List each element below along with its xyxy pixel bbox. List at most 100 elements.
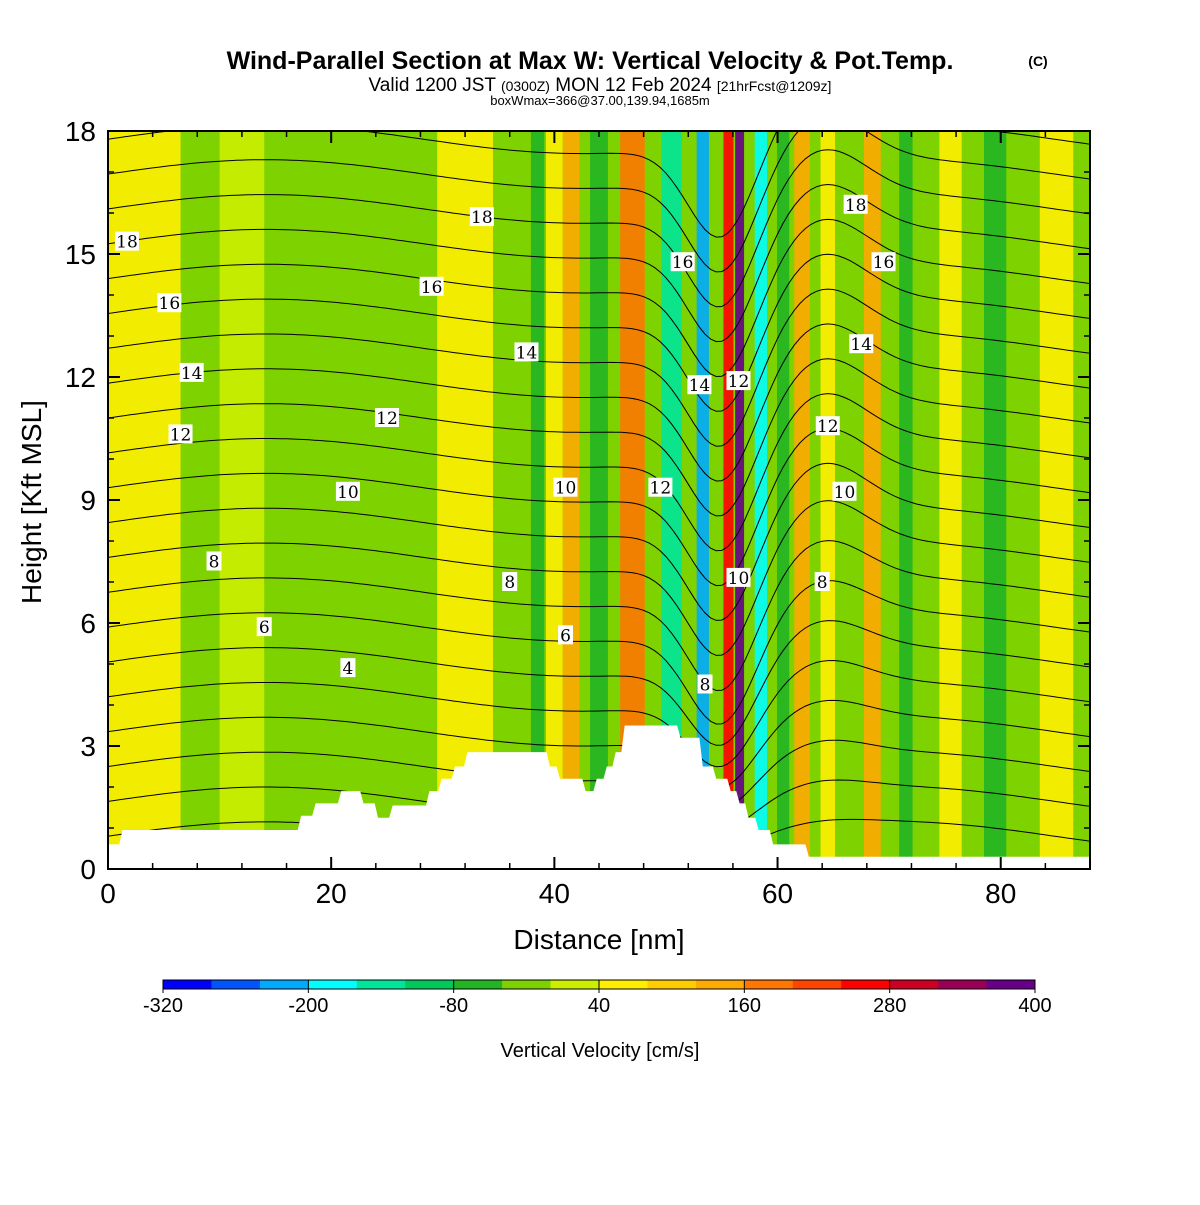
svg-text:10: 10 (337, 483, 359, 503)
svg-text:10: 10 (728, 569, 750, 589)
contour-label: 16 (157, 293, 182, 314)
x-tick-label: 60 (762, 878, 793, 909)
svg-text:12: 12 (170, 425, 192, 445)
y-tick-label: 12 (65, 362, 96, 393)
svg-text:18: 18 (471, 208, 493, 228)
svg-text:12: 12 (728, 372, 750, 392)
y-tick-label: 0 (80, 854, 96, 885)
contour-label: 10 (335, 481, 360, 503)
isentrope-line (108, 393, 1090, 552)
colorbar-swatch (986, 980, 1036, 989)
colorbar-swatch (308, 980, 358, 989)
velocity-band (437, 131, 493, 869)
svg-text:14: 14 (181, 364, 203, 384)
x-tick-label: 40 (539, 878, 570, 909)
velocity-band (108, 131, 181, 869)
velocity-band (983, 131, 1007, 869)
isentrope-line (108, 358, 1090, 517)
isentrope-line (108, 699, 1090, 789)
isentrope-line (108, 500, 1090, 656)
y-tick-label: 18 (65, 116, 96, 147)
isentrope-line (108, 183, 1090, 343)
subtitle-date: MON 12 Feb 2024 (555, 75, 712, 96)
svg-text:8: 8 (209, 553, 220, 573)
contour-label: 18 (114, 231, 139, 253)
x-axis-label: Distance [nm] (513, 924, 684, 955)
contour-label: 12 (374, 408, 399, 429)
contour-label: 6 (558, 625, 574, 646)
isentrope-line (108, 427, 1090, 587)
contour-label: 12 (168, 424, 193, 445)
colorbar: -320 -200 -80 40 160 280 400 (143, 979, 1052, 1017)
contour-label: 18 (843, 194, 868, 216)
velocity-band (562, 131, 580, 869)
colorbar-swatch (163, 980, 212, 989)
isentrope-line (108, 253, 1090, 412)
chart-subtitle: Valid 1200 JST (0300Z) MON 12 Feb 2024 [… (369, 75, 832, 96)
colorbar-swatch (647, 980, 697, 989)
svg-text:4: 4 (343, 659, 354, 679)
colorbar-tick-label: 40 (588, 995, 610, 1017)
y-tick-label: 9 (80, 485, 96, 516)
x-tick-label: 80 (985, 878, 1016, 909)
contour-label: 14 (849, 334, 874, 355)
subtitle-utc: (0300Z) (501, 78, 550, 94)
y-tick-label: 6 (80, 608, 96, 639)
svg-text:14: 14 (850, 335, 872, 355)
colorbar-tick-label: 280 (873, 995, 906, 1017)
contour-label: 18 (469, 207, 494, 228)
colorbar-swatch (211, 980, 261, 989)
velocity-band (794, 131, 810, 869)
colorbar-swatch (502, 980, 552, 989)
contour-label: 6 (256, 617, 272, 638)
colorbar-swatch (841, 980, 891, 989)
y-axis-label: Height [Kft MSL] (16, 400, 47, 604)
x-tick-label: 20 (316, 878, 347, 909)
colorbar-swatch (889, 980, 939, 989)
svg-text:8: 8 (504, 573, 515, 593)
x-tick-label: 0 (100, 878, 116, 909)
contour-label: 14 (179, 362, 204, 384)
plot-area (108, 131, 1090, 869)
svg-text:8: 8 (700, 676, 711, 696)
velocity-band (776, 131, 790, 869)
svg-text:14: 14 (689, 376, 711, 396)
contour-label: 4 (340, 658, 356, 679)
svg-text:16: 16 (672, 253, 694, 273)
svg-text:16: 16 (159, 294, 181, 314)
colorbar-swatch (599, 980, 648, 989)
y-tick-label: 3 (80, 731, 96, 762)
contour-label: 8 (502, 572, 518, 593)
contour-label: 14 (687, 375, 712, 396)
subtitle-fcst: [21hrFcst@1209z] (717, 78, 832, 94)
colorbar-swatch (550, 980, 600, 989)
svg-text:10: 10 (834, 483, 856, 503)
potential-temperature-contours (108, 131, 1090, 853)
colorbar-label: Vertical Velocity [cm/s] (501, 1040, 700, 1062)
velocity-band (939, 131, 962, 869)
chart-subtitle-2: boxWmax=366@37.00,139.94,1685m (490, 93, 710, 108)
colorbar-tick-label: 400 (1018, 995, 1051, 1017)
chart-title-mark: (C) (1028, 53, 1047, 69)
colorbar-swatch (792, 980, 842, 989)
colorbar-tick-label: -320 (143, 995, 183, 1017)
colorbar-tick-label: 160 (728, 995, 761, 1017)
svg-text:12: 12 (650, 479, 672, 499)
velocity-band (754, 131, 767, 869)
contour-label: 12 (648, 477, 673, 499)
colorbar-swatch (259, 980, 309, 989)
contour-label: 10 (553, 477, 578, 499)
contour-label: 8 (206, 551, 222, 573)
isentrope-line (108, 131, 1090, 273)
svg-text:12: 12 (817, 417, 839, 437)
chart-title: Wind-Parallel Section at Max W: Vertical… (227, 47, 954, 75)
colorbar-swatch (744, 980, 794, 989)
contour-label: 16 (670, 252, 695, 273)
svg-text:6: 6 (259, 618, 270, 638)
contour-label: 12 (726, 371, 751, 392)
y-axis: 0 3 6 9 12 15 18 (65, 116, 1090, 885)
velocity-band (1039, 131, 1074, 869)
subtitle-prefix: Valid 1200 JST (369, 75, 497, 96)
contour-label: 16 (871, 252, 896, 273)
